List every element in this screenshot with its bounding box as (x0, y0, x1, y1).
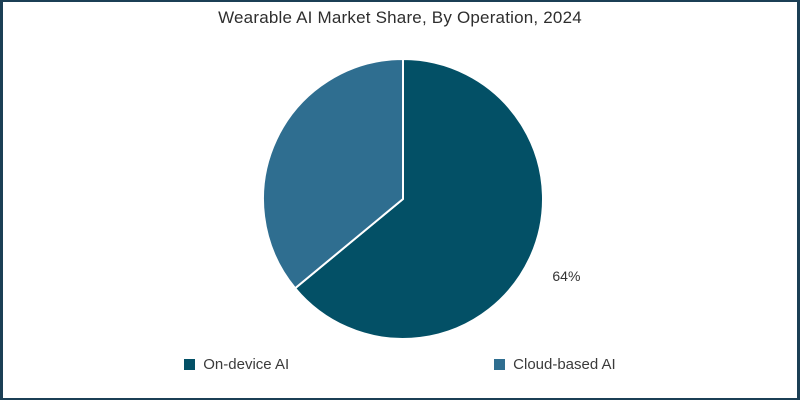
pie-chart (262, 58, 544, 340)
legend-label-on-device-ai: On-device AI (203, 356, 290, 373)
pie-slice-on-device-ai (294, 58, 544, 340)
slice-data-label-on-device-ai: 64% (552, 267, 581, 284)
legend: On-device AI Cloud-based AI (3, 356, 797, 373)
legend-label-cloud-based-ai: Cloud-based AI (513, 356, 616, 373)
chart-title: Wearable AI Market Share, By Operation, … (218, 8, 582, 27)
legend-item-cloud-based-ai: Cloud-based AI (494, 356, 616, 373)
legend-item-on-device-ai: On-device AI (184, 356, 289, 373)
legend-swatch-on-device-ai (184, 359, 196, 370)
legend-swatch-cloud-based-ai (494, 359, 506, 370)
pie-slice-cloud-based-ai (262, 58, 404, 290)
